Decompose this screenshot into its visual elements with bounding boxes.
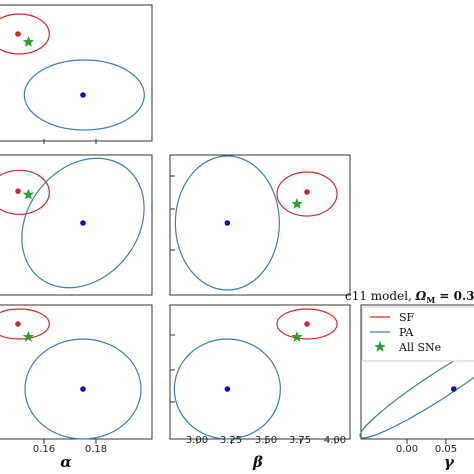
point-all-beta-gamma <box>291 331 302 342</box>
point-all-alpha-gamma <box>23 331 34 342</box>
axis-label-beta: β <box>252 453 263 471</box>
legend-label-pa: PA <box>399 326 414 339</box>
point-pa-alpha-row1 <box>80 92 86 98</box>
chart-title: c11 model, ΩM = 0.30 <box>345 289 474 305</box>
point-sf-alpha-beta <box>15 188 21 194</box>
panel-frame-beta-gamma <box>170 305 350 439</box>
point-sf-beta-gamma <box>304 321 310 327</box>
legend-label-all: All SNe <box>398 341 441 354</box>
point-all-alpha-beta <box>23 189 34 200</box>
panel-frame-alpha-row1 <box>0 5 152 141</box>
tick-alpha-0: 0.16 <box>33 444 55 455</box>
tick-gamma-0: 0.00 <box>396 444 418 455</box>
point-all-alpha-row1 <box>23 36 34 47</box>
point-all-beta-beta <box>291 198 302 209</box>
panel-group <box>0 5 474 448</box>
tick-beta-2: 3.50 <box>255 435 277 446</box>
tick-beta-1: 3.25 <box>220 435 242 446</box>
legend: SF PA All SNe <box>362 307 474 361</box>
contour-sf-alpha-row1 <box>0 14 49 54</box>
tick-beta-3: 3.75 <box>289 435 311 446</box>
tick-alpha-1: 0.18 <box>85 444 107 455</box>
tick-beta-4: 4.00 <box>324 435 346 446</box>
point-pa-alpha-beta <box>80 220 86 226</box>
tick-beta-0: 3.00 <box>186 435 208 446</box>
point-pa-gamma-gamma <box>451 386 457 392</box>
axis-label-alpha: α <box>60 453 72 471</box>
point-sf-alpha-gamma <box>15 321 21 327</box>
axis-label-gamma: γ <box>444 453 455 471</box>
point-pa-beta-beta <box>225 220 231 226</box>
contour-sf-alpha-gamma <box>0 309 49 339</box>
point-pa-beta-gamma <box>225 386 231 392</box>
point-sf-beta-beta <box>304 189 310 195</box>
contour-sf-alpha-beta <box>0 170 49 214</box>
point-pa-alpha-gamma <box>80 386 86 392</box>
legend-label-sf: SF <box>399 311 415 324</box>
point-sf-alpha-row1 <box>15 31 21 37</box>
